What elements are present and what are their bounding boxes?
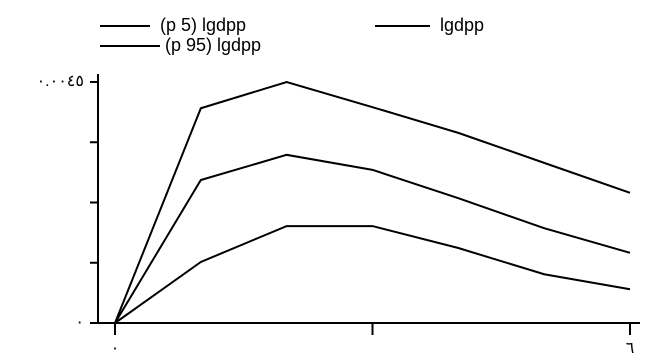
line-series xyxy=(114,153,631,324)
legend-label: (p 5) lgdpp xyxy=(160,15,246,35)
x-tick-label: ٦ xyxy=(626,340,635,357)
line-series xyxy=(114,80,631,324)
legend-label: (p 95) lgdpp xyxy=(165,35,261,55)
legend-label: lgdpp xyxy=(440,15,484,35)
x-tick-label: ٠ xyxy=(111,340,120,357)
y-tick-label: ٠.٠٠٤٥ xyxy=(37,73,84,90)
line-series xyxy=(114,225,631,324)
y-tick-label: ٠ xyxy=(75,314,84,331)
